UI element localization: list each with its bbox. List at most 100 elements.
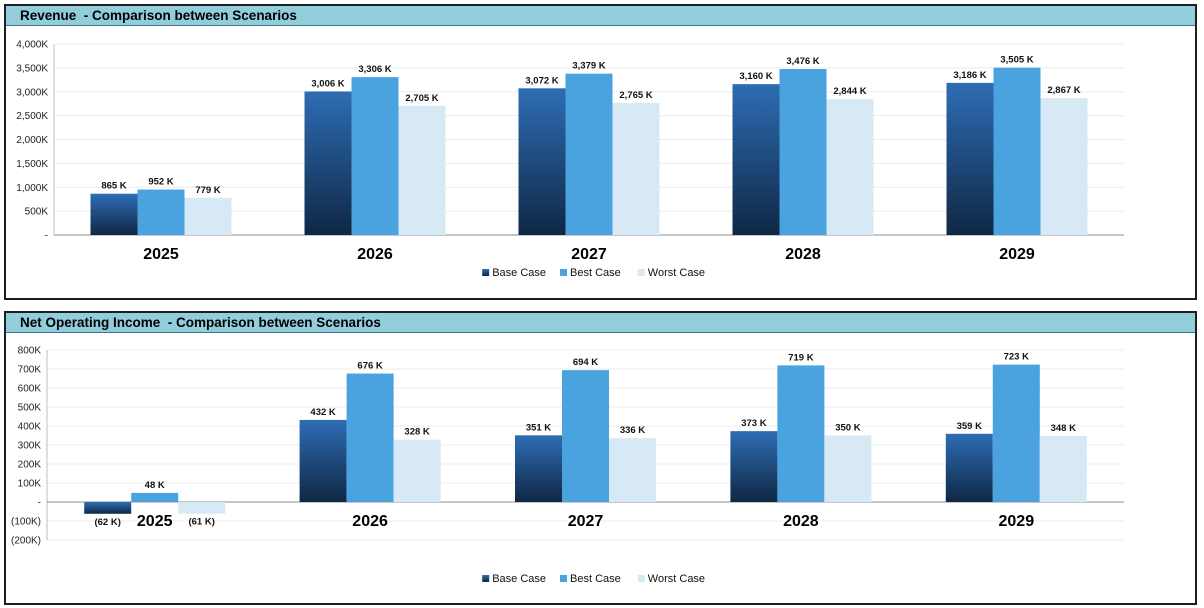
bar <box>351 77 399 236</box>
y-tick-label: 200K <box>18 460 42 471</box>
x-tick-label: 2027 <box>571 246 607 263</box>
data-label: 359 K <box>957 421 982 432</box>
x-tick-label: 2026 <box>352 513 388 530</box>
y-tick-label: 500K <box>25 207 49 218</box>
noi-chart: (200K) (100K) - 100K 200K 300K 400K 500K 600K 700… <box>11 346 1124 585</box>
x-tick-label: 2029 <box>999 246 1035 263</box>
x-tick-label: 2028 <box>783 513 819 530</box>
bar <box>777 365 825 502</box>
y-tick-label: (200K) <box>11 536 41 547</box>
data-label: 3,505 K <box>1000 55 1033 66</box>
y-tick-label: 1,000K <box>16 183 48 194</box>
bar <box>1039 435 1087 502</box>
y-tick-label: 800K <box>18 346 42 357</box>
bar <box>178 502 226 514</box>
bar <box>945 433 993 502</box>
bar <box>1040 98 1088 235</box>
y-tick-label: 4,000K <box>16 40 48 51</box>
data-label: 373 K <box>741 418 766 429</box>
data-label: (61 K) <box>188 517 214 528</box>
y-tick-label: 3,500K <box>16 63 48 74</box>
x-tick-label: 2028 <box>785 246 821 263</box>
y-tick-label: 2,500K <box>16 111 48 122</box>
bar <box>90 193 138 235</box>
data-label: 48 K <box>145 480 165 491</box>
data-label: 351 K <box>526 422 551 433</box>
data-label: 3,306 K <box>358 64 391 75</box>
bar <box>992 364 1040 502</box>
data-label: 779 K <box>195 185 220 196</box>
bar <box>612 102 660 235</box>
bar <box>993 67 1041 235</box>
bar <box>137 189 185 235</box>
y-tick-label: 500K <box>18 403 42 414</box>
y-tick-label: 700K <box>18 365 42 376</box>
x-tick-label: 2025 <box>137 513 173 530</box>
y-tick-label: 600K <box>18 384 42 395</box>
legend-label: Best Case <box>570 573 621 585</box>
x-tick-label: 2027 <box>568 513 604 530</box>
bar <box>779 69 827 235</box>
data-label: 952 K <box>148 177 173 188</box>
data-label: 723 K <box>1004 352 1029 363</box>
data-label: 3,476 K <box>786 56 819 67</box>
y-tick-label: 1,500K <box>16 159 48 170</box>
y-tick-label: 400K <box>18 422 42 433</box>
legend-label: Base Case <box>492 573 546 585</box>
legend-swatch <box>482 269 490 276</box>
data-label: 2,765 K <box>619 90 652 101</box>
data-label: 719 K <box>788 352 813 363</box>
x-tick-label: 2026 <box>357 246 393 263</box>
bar <box>562 370 609 502</box>
data-label: 3,160 K <box>739 71 772 82</box>
legend-swatch <box>637 269 645 276</box>
bar <box>732 84 780 235</box>
data-label: 3,006 K <box>311 78 344 89</box>
data-label: 2,705 K <box>405 93 438 104</box>
data-label: 2,844 K <box>833 86 866 97</box>
data-label: 3,379 K <box>572 61 605 72</box>
y-tick-label: (100K) <box>11 517 41 528</box>
bar <box>565 73 613 236</box>
noi-chart-panel: Net Operating Income - Comparison betwee… <box>4 311 1197 605</box>
data-label: 328 K <box>404 427 429 438</box>
bar <box>84 502 132 514</box>
data-label: 350 K <box>835 423 860 434</box>
legend-swatch <box>482 575 490 582</box>
y-tick-label: - <box>45 231 48 242</box>
chart-title: Net Operating Income - Comparison betwee… <box>6 313 1195 333</box>
bar <box>184 197 232 235</box>
bar <box>346 373 394 502</box>
data-label: 865 K <box>101 181 126 192</box>
bar <box>515 435 562 502</box>
y-tick-label: 100K <box>18 479 42 490</box>
legend-label: Best Case <box>570 267 621 279</box>
bar <box>518 88 566 235</box>
bar <box>299 419 347 502</box>
legend-label: Worst Case <box>648 267 705 279</box>
data-label: 336 K <box>620 425 645 436</box>
x-tick-label: 2029 <box>999 513 1035 530</box>
bar <box>826 99 874 235</box>
data-label: 348 K <box>1051 423 1076 434</box>
legend-swatch <box>560 269 567 276</box>
bar <box>131 492 179 502</box>
x-tick-label: 2025 <box>143 246 179 263</box>
bar <box>398 105 446 236</box>
bar <box>304 91 352 235</box>
y-tick-label: 2,000K <box>16 135 48 146</box>
legend-label: Worst Case <box>648 573 705 585</box>
bar <box>393 439 441 502</box>
chart-title: Revenue - Comparison between Scenarios <box>6 6 1195 26</box>
data-label: 694 K <box>573 357 598 368</box>
data-label: (62 K) <box>94 517 120 528</box>
y-tick-label: 3,000K <box>16 87 48 98</box>
data-label: 3,072 K <box>525 75 558 86</box>
y-tick-label: - <box>38 498 41 509</box>
data-label: 676 K <box>357 361 382 372</box>
bar <box>824 435 872 502</box>
bar <box>730 431 778 502</box>
bar <box>946 82 994 235</box>
legend-swatch <box>560 575 567 582</box>
legend-label: Base Case <box>492 267 546 279</box>
